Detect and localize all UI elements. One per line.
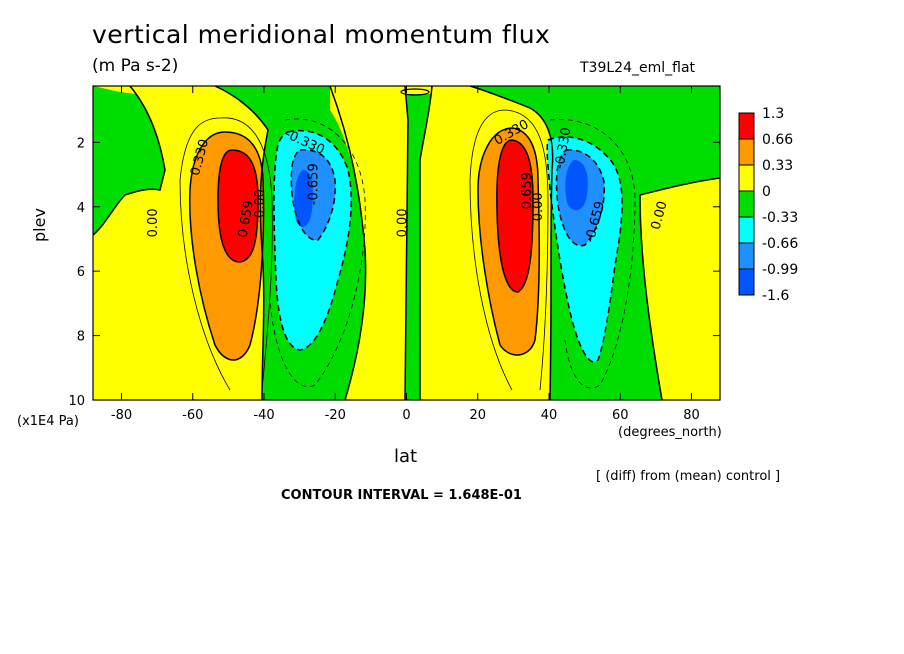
chart-title: vertical meridional momentum flux — [92, 20, 551, 49]
negative-lobe-nh-deep — [294, 170, 313, 227]
diff-note: [ (diff) from (mean) control ] — [596, 469, 781, 484]
y-tick-label: 2 — [77, 136, 85, 151]
filled-contours — [93, 86, 720, 400]
y-tick-label: 10 — [68, 394, 85, 409]
contour-lines — [93, 86, 720, 400]
colorbar-swatch — [738, 190, 755, 218]
contour-line — [496, 139, 534, 293]
colorbar-swatch — [738, 112, 755, 140]
x-axis-units: (degrees_north) — [618, 425, 722, 440]
zero-contour-line — [639, 177, 720, 400]
zero-contour-line — [419, 86, 433, 400]
contour-label: -0.659 — [306, 163, 321, 205]
x-tick-label: -20 — [325, 408, 346, 423]
colorbar-label: -0.33 — [762, 210, 798, 226]
colorbar-label: 0 — [762, 184, 771, 200]
colorbar-swatch — [738, 216, 755, 244]
x-tick-label: 20 — [469, 408, 486, 423]
contour-label: 0.659 — [520, 172, 535, 209]
colorbar-label: 0.33 — [762, 158, 793, 174]
colorbar-label: -0.66 — [762, 236, 798, 252]
contour-line — [477, 127, 540, 356]
colorbar: 1.3 0.66 0.33 0 -0.33 -0.66 -0.99 -1.6 — [738, 106, 798, 304]
x-tick-label: 0 — [402, 408, 410, 423]
y-tick-label: 6 — [77, 265, 85, 280]
y-tick-label: 8 — [77, 330, 85, 345]
contour-line — [549, 119, 636, 389]
contour-line — [273, 130, 352, 351]
zero-contour-line — [93, 86, 166, 236]
x-tick-label: 40 — [541, 408, 558, 423]
chart-units: (m Pa s-2) — [92, 56, 179, 76]
zero-contour-line — [214, 86, 269, 400]
x-axis-title: lat — [394, 446, 418, 467]
zero-contour-small-loop — [400, 88, 430, 96]
positive-band-nh-edge — [93, 86, 200, 100]
colorbar-label: -1.6 — [762, 288, 789, 304]
axes: -80 -60 -40 -20 0 20 40 60 80 2 4 6 8 10 — [68, 86, 720, 423]
red-core-nh — [218, 150, 258, 262]
zero-contour-line — [329, 86, 367, 400]
colorbar-swatch — [738, 242, 755, 270]
y-axis-title: plev — [30, 208, 49, 242]
x-tick-label: -40 — [253, 408, 274, 423]
colorbar-swatch — [738, 164, 755, 192]
x-tick-label: -60 — [182, 408, 203, 423]
contour-line — [269, 118, 366, 387]
red-core-sh — [496, 140, 533, 292]
positive-band-equator — [330, 86, 408, 400]
zero-contour-line — [404, 86, 409, 400]
contour-label: 0.00 — [146, 208, 161, 237]
colorbar-swatch — [738, 268, 755, 296]
run-id-label: T39L24_eml_flat — [580, 60, 696, 76]
contour-line — [217, 149, 259, 263]
x-tick-label: 80 — [683, 408, 700, 423]
x-tick-label: -80 — [111, 408, 132, 423]
contour-label: 0.00 — [253, 189, 268, 218]
contour-label: -0.330 — [552, 126, 574, 170]
contour-label: 0.00 — [396, 208, 411, 237]
contour-line — [179, 117, 273, 391]
contour-line — [189, 131, 265, 361]
colorbar-label: -0.99 — [762, 262, 798, 278]
positive-band-top-strip — [380, 86, 440, 94]
positive-band-south-polar — [640, 178, 720, 400]
contour-interval-label: CONTOUR INTERVAL = 1.648E-01 — [281, 488, 522, 503]
contour-label: 0.00 — [649, 200, 671, 232]
colorbar-label: 0.66 — [762, 132, 793, 148]
negative-lobe-sh-deep — [565, 160, 588, 211]
y-axis-units: (x1E4 Pa) — [17, 414, 79, 429]
y-tick-label: 4 — [77, 201, 85, 216]
colorbar-label: 1.3 — [762, 106, 784, 122]
zero-contour-line — [469, 86, 554, 400]
colorbar-swatch — [738, 138, 755, 166]
contour-line — [555, 149, 606, 247]
x-tick-label: 60 — [612, 408, 629, 423]
contour-label: 0.00 — [531, 192, 546, 221]
contour-line — [290, 149, 337, 241]
contour-label: 0.659 — [236, 199, 257, 238]
contour-line — [469, 109, 549, 391]
